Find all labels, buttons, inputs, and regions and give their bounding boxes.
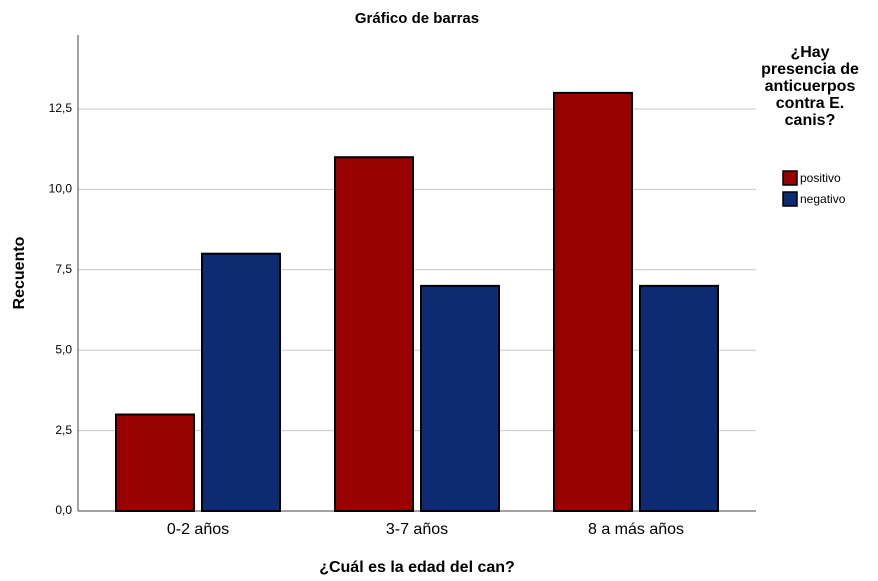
bar bbox=[334, 156, 414, 512]
x-tick-label: 0-2 años bbox=[167, 521, 229, 538]
y-tick-label: 7,5 bbox=[55, 262, 72, 276]
y-tick-label: 2,5 bbox=[55, 423, 72, 437]
bar bbox=[115, 413, 195, 513]
legend-title: ¿Hay presencia de anticuerpos contra E. … bbox=[761, 44, 859, 129]
legend-label: negativo bbox=[800, 192, 846, 206]
legend-label: positivo bbox=[800, 171, 841, 185]
x-axis-title: ¿Cuál es la edad del can? bbox=[319, 559, 515, 576]
x-tick-label: 3-7 años bbox=[386, 521, 448, 538]
chart-title: Gráfico de barras bbox=[355, 10, 479, 27]
y-axis-title: Recuento bbox=[11, 236, 28, 309]
bar bbox=[639, 284, 719, 512]
y-tick-label: 10,0 bbox=[49, 182, 73, 196]
legend-swatch bbox=[782, 170, 798, 186]
legend-swatch bbox=[782, 191, 798, 207]
y-tick-label: 0,0 bbox=[55, 503, 72, 517]
bar bbox=[201, 252, 281, 512]
bar bbox=[420, 284, 500, 512]
y-tick-label: 12,5 bbox=[49, 101, 73, 115]
bar bbox=[553, 91, 633, 512]
y-tick-label: 5,0 bbox=[55, 342, 72, 356]
x-tick-label: 8 a más años bbox=[588, 521, 684, 538]
